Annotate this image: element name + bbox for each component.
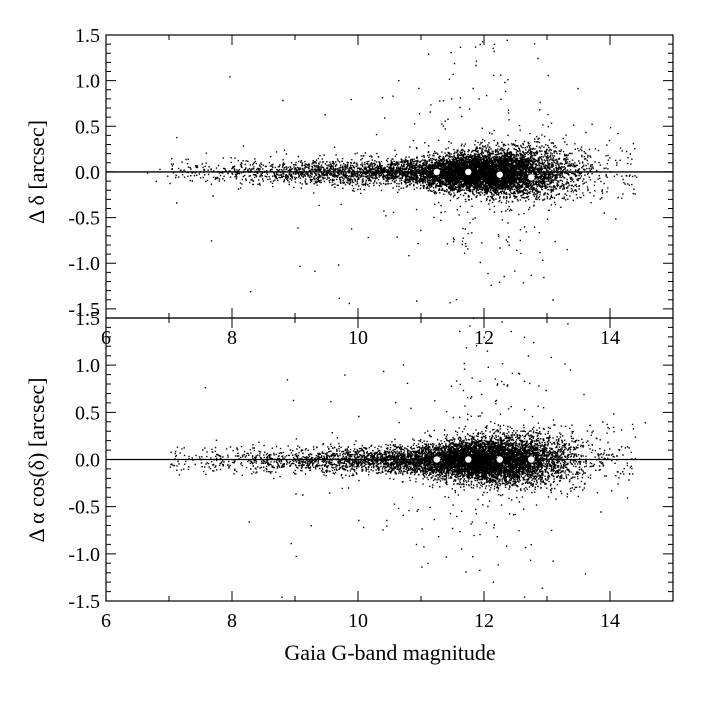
top-median-point <box>528 174 535 181</box>
top-tick-marks <box>105 34 674 319</box>
top-scatter-points <box>146 39 638 320</box>
bottom-median-point <box>465 456 472 463</box>
top-y-tick-label: -0.5 <box>68 208 100 230</box>
top-axis-ticks <box>105 34 674 319</box>
top-y-axis-label: Δ δ [arcsec] <box>24 120 49 224</box>
bottom-y-tick-label: -0.5 <box>68 497 100 519</box>
bottom-median-point <box>528 456 535 463</box>
top-x-tick-label: 10 <box>348 327 368 349</box>
top-x-tick-label: 14 <box>600 327 620 349</box>
bottom-y-tick-label: -1.5 <box>68 591 100 613</box>
top-y-tick-label: 0.5 <box>75 116 100 138</box>
top-y-tick-label: 0.0 <box>75 162 100 184</box>
bottom-x-tick-label: 8 <box>227 610 237 632</box>
bottom-y-tick-label: 1.5 <box>75 308 100 330</box>
bottom-y-tick-label: 0.0 <box>75 450 100 472</box>
bottom-y-tick-label: 0.5 <box>75 402 100 424</box>
top-binned-medians <box>433 168 535 181</box>
top-median-point <box>433 168 440 176</box>
bottom-tick-marks <box>105 317 674 602</box>
x-axis-label: Gaia G-band magnitude <box>284 640 495 665</box>
top-median-point <box>496 171 503 178</box>
top-y-tick-labels: 1.5 1.0 0.5 0.0 -0.5 -1.0 -1.5 <box>68 25 100 321</box>
bottom-y-tick-labels: 1.5 1.0 0.5 0.0 -0.5 -1.0 -1.5 <box>68 308 100 613</box>
top-y-tick-label: -1.0 <box>68 253 100 275</box>
top-y-tick-label: -1.5 <box>68 299 100 321</box>
bottom-median-point <box>433 456 440 463</box>
top-y-tick-label: 1.5 <box>75 25 100 47</box>
top-median-point <box>465 168 472 176</box>
top-panel: 1.5 1.0 0.5 0.0 -0.5 -1.0 -1.5 Δ δ [arcsec] <box>24 25 674 321</box>
top-x-tick-labels: 6 8 10 12 14 <box>101 327 620 349</box>
top-x-tick-label: 12 <box>474 327 494 349</box>
top-scatter-points-path <box>146 39 638 320</box>
bottom-x-tick-labels: 6 8 10 12 14 <box>101 610 620 632</box>
bottom-x-tick-label: 6 <box>101 610 111 632</box>
bottom-median-point <box>496 456 503 463</box>
bottom-axis-ticks <box>105 317 674 602</box>
top-y-tick-label: 1.0 <box>75 71 100 93</box>
bottom-binned-medians <box>433 456 535 463</box>
top-x-tick-label: 8 <box>227 327 237 349</box>
bottom-x-tick-label: 10 <box>348 610 368 632</box>
bottom-y-tick-label: -1.0 <box>68 544 100 566</box>
bottom-x-tick-label: 12 <box>474 610 494 632</box>
bottom-y-tick-label: 1.0 <box>75 355 100 377</box>
bottom-x-tick-label: 14 <box>600 610 620 632</box>
bottom-y-axis-label: Δ α cos(δ) [arcsec] <box>24 378 49 543</box>
bottom-panel: 1.5 1.0 0.5 0.0 -0.5 -1.0 -1.5 6 8 10 12 14 Δ α co… <box>24 308 674 665</box>
